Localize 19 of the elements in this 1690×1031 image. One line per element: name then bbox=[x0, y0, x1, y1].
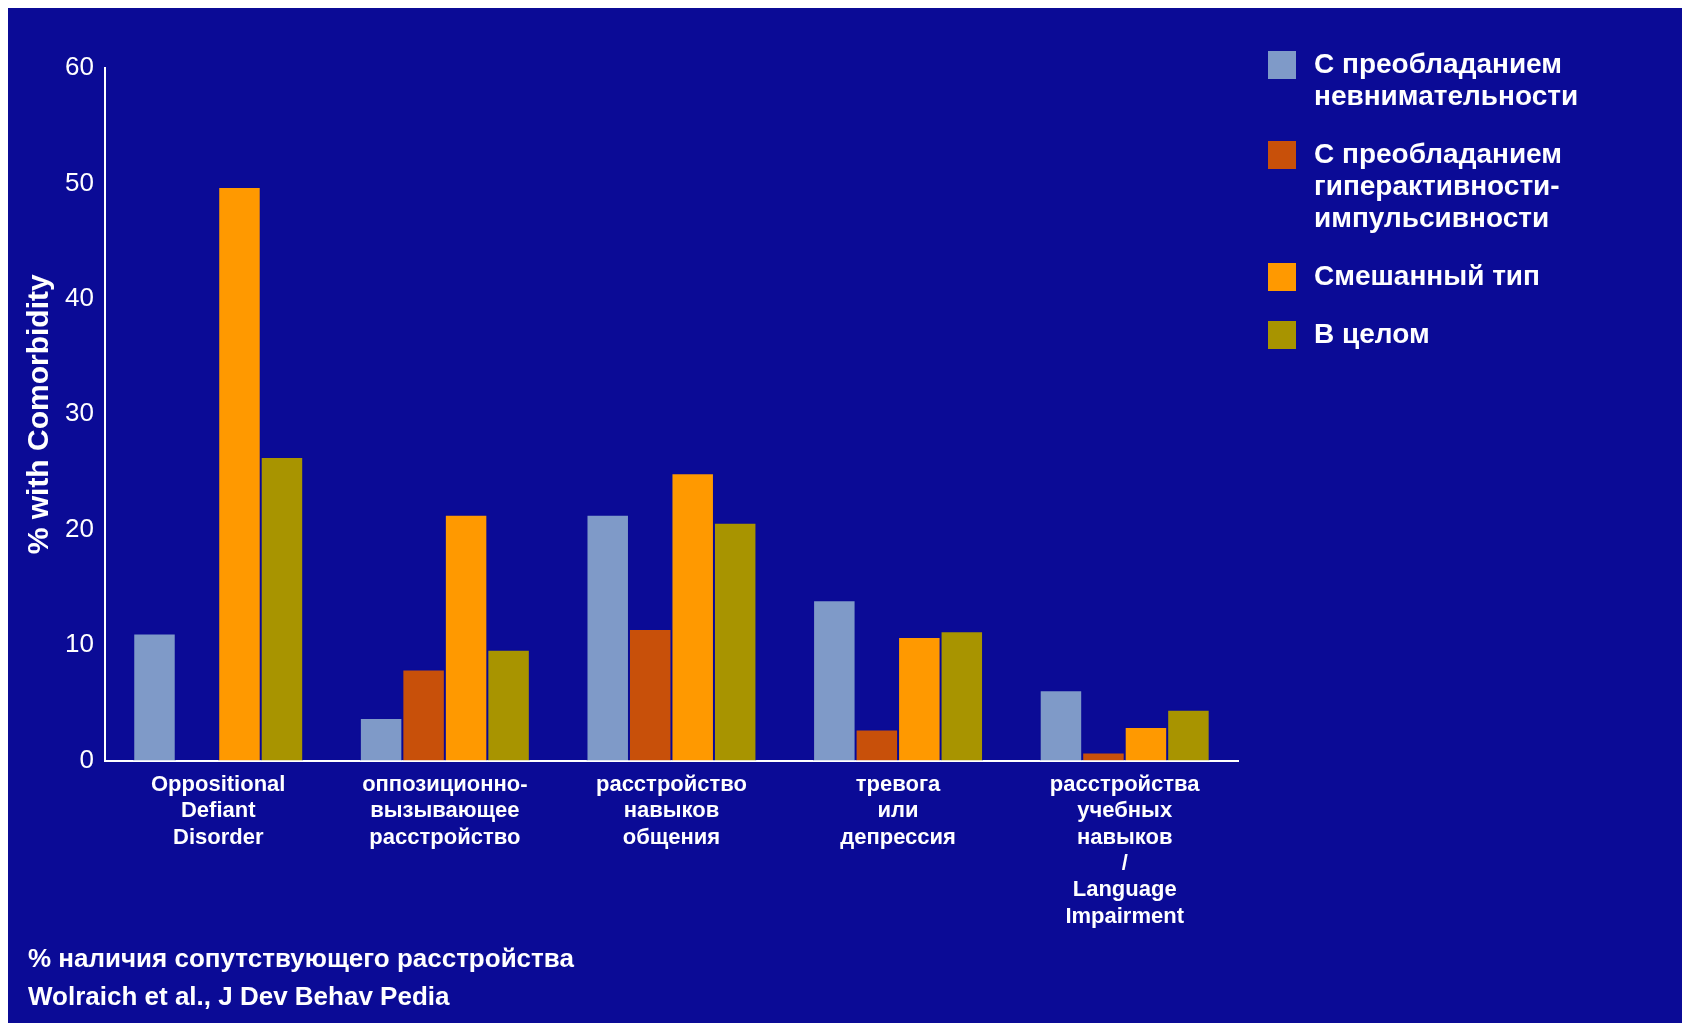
legend-label: С преобладанием невнимательности bbox=[1314, 48, 1580, 112]
x-tick-label: Oppositional Defiant Disorder bbox=[151, 770, 286, 849]
y-tick-label: 40 bbox=[65, 282, 94, 313]
y-tick-label: 10 bbox=[65, 628, 94, 659]
y-tick-label: 60 bbox=[65, 51, 94, 82]
legend-label: Смешанный тип bbox=[1314, 260, 1540, 292]
legend-label: С преобладанием гиперактивности-импульсивности bbox=[1314, 138, 1564, 234]
legend-label: В целом bbox=[1314, 318, 1430, 350]
y-tick-label: 50 bbox=[65, 166, 94, 197]
text: % наличия сопутствующего расстройства bbox=[28, 943, 575, 974]
y-axis-title: % with Comorbidity bbox=[21, 273, 55, 555]
y-tick-label: 0 bbox=[79, 743, 94, 774]
x-tick-label: расстройства учебных навыков / Language Impairment bbox=[1049, 770, 1201, 928]
x-tick-label: оппозиционно-вызывающее расстройство bbox=[362, 770, 528, 849]
x-tick-label: тревога или депрессия bbox=[840, 770, 956, 849]
y-tick-label: 30 bbox=[65, 397, 94, 428]
x-tick-label: расстройство навыков общения bbox=[595, 770, 747, 849]
text: Wolraich et al., J Dev Behav Pedia bbox=[28, 981, 451, 1012]
y-tick-label: 20 bbox=[65, 512, 94, 543]
